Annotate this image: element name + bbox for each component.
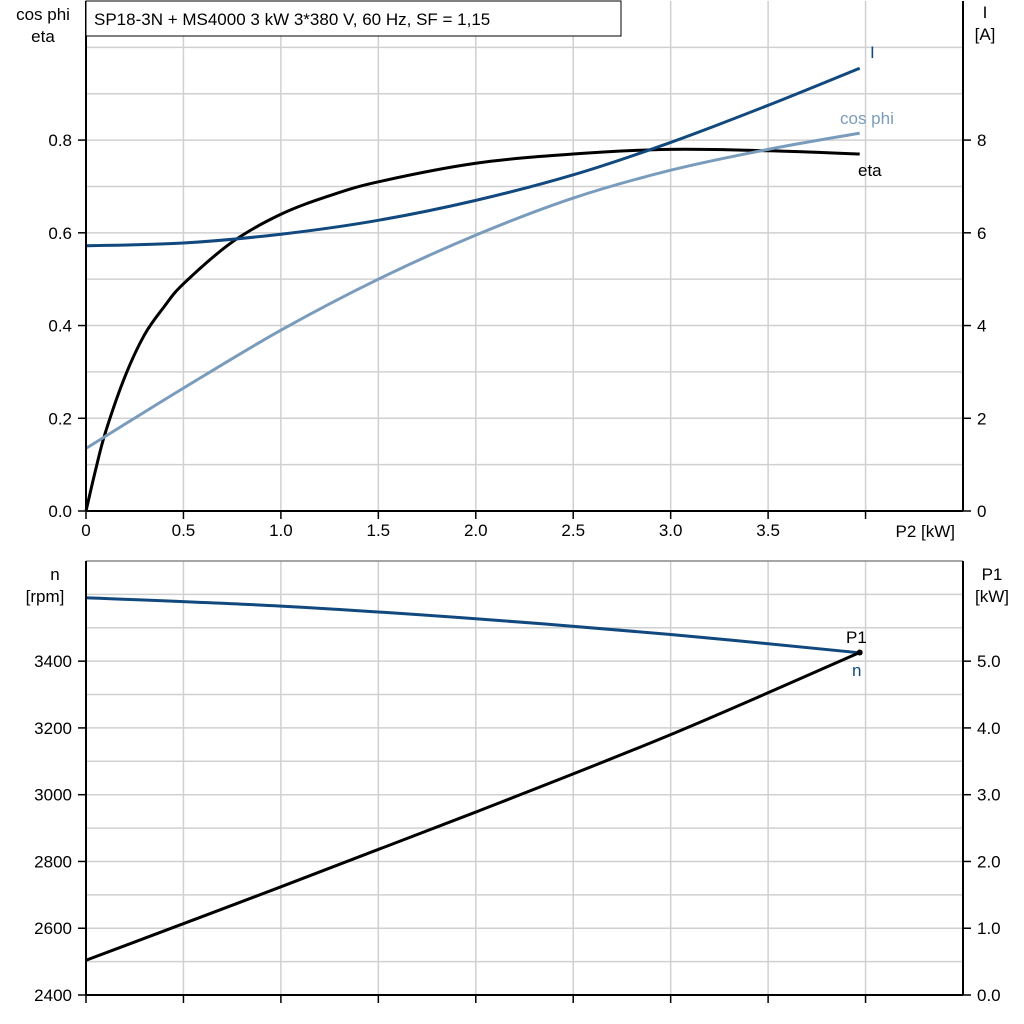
curve-cos-phi <box>85 131 860 450</box>
y-left-tick-label: 3000 <box>34 786 72 805</box>
y-right-tick-label: 3.0 <box>977 786 1001 805</box>
y-left-tick-label: 0.0 <box>48 502 72 521</box>
y-left-tick-label: 3200 <box>34 719 72 738</box>
y-right-tick-label: 0.0 <box>977 986 1001 1005</box>
y-right-tick-label: 1.0 <box>977 919 1001 938</box>
y-right-tick-label: 2.0 <box>977 852 1001 871</box>
y-right-tick-label: 0 <box>977 502 986 521</box>
y-left-tick-label: 2600 <box>34 919 72 938</box>
curve-label-eta: eta <box>858 161 882 180</box>
y-left-label-n: n <box>50 565 59 584</box>
y-left-tick-label: 2800 <box>34 852 72 871</box>
y-left-tick-label: 3400 <box>34 652 72 671</box>
y-right-tick-label: 4 <box>977 317 986 336</box>
x-tick-label: 1.0 <box>269 521 293 540</box>
y-left-label-eta: eta <box>31 27 55 46</box>
x-tick-label: 1.5 <box>367 521 391 540</box>
chart-title: SP18-3N + MS4000 3 kW 3*380 V, 60 Hz, SF… <box>94 10 490 29</box>
curve-label-n: n <box>852 661 861 680</box>
y-right-label-unit: [A] <box>975 25 996 44</box>
curve-I <box>85 66 861 248</box>
title-box <box>85 0 622 37</box>
y-left-tick-label: 0.2 <box>48 409 72 428</box>
axes <box>78 1 971 1003</box>
y-right-label-p1: P1 <box>982 565 1003 584</box>
curve-n <box>85 596 860 655</box>
curves <box>84 66 863 962</box>
top-grid <box>86 1 963 511</box>
y-right-tick-label: 2 <box>977 409 986 428</box>
y-left-label-rpm: [rpm] <box>26 587 65 606</box>
labels: 0 0.5 1.0 1.5 2.0 2.5 3.0 3.50.00.20.40.60.8024… <box>34 131 1000 1005</box>
y-right-tick-label: 8 <box>977 131 986 150</box>
y-left-tick-label: 2400 <box>34 986 72 1005</box>
x-tick-label: 0 <box>81 521 90 540</box>
y-left-tick-label: 0.8 <box>48 131 72 150</box>
bottom-grid <box>86 560 963 995</box>
x-tick-label: 2.0 <box>464 521 488 540</box>
y-left-label-cosphi: cos phi <box>16 5 70 24</box>
x-tick-label: 3.5 <box>756 521 780 540</box>
curve-label-i: I <box>870 43 875 62</box>
curve-eta <box>84 147 860 512</box>
curve-P1 <box>85 651 861 962</box>
x-tick-label: 3.0 <box>659 521 683 540</box>
curve-end-point <box>856 649 863 656</box>
y-left-tick-label: 0.6 <box>48 224 72 243</box>
x-tick-label: 0.5 <box>172 521 196 540</box>
y-left-tick-label: 0.4 <box>48 317 72 336</box>
x-tick-label: 2.5 <box>561 521 585 540</box>
y-right-tick-label: 5.0 <box>977 652 1001 671</box>
x-axis-label: P2 [kW] <box>895 522 955 541</box>
y-right-tick-label: 6 <box>977 224 986 243</box>
curve-label-p1: P1 <box>846 628 867 647</box>
y-right-label-i: I <box>983 3 988 22</box>
y-right-tick-label: 4.0 <box>977 719 1001 738</box>
y-right-label-kw: [kW] <box>975 587 1009 606</box>
curve-label-cosphi: cos phi <box>840 109 894 128</box>
